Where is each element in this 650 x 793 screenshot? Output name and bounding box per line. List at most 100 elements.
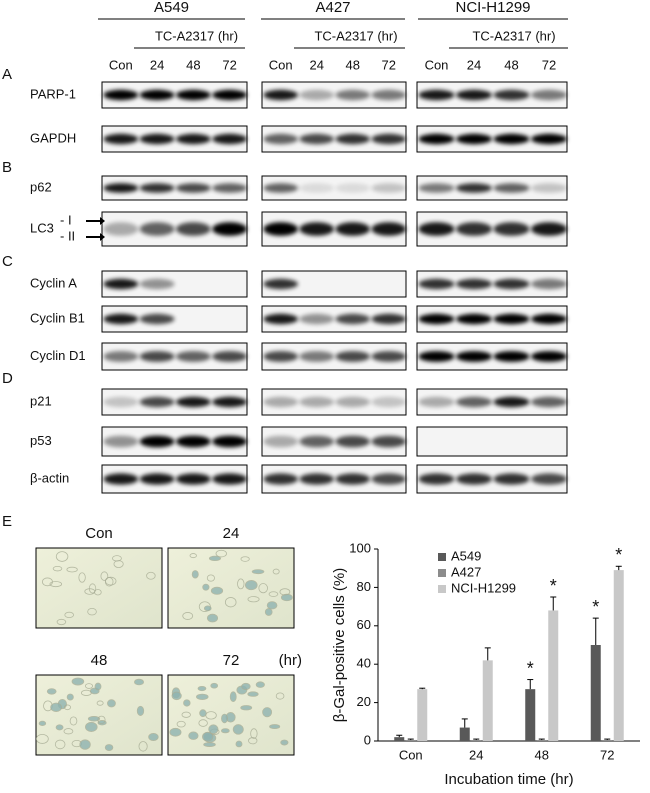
cell [66,566,78,573]
cell [205,711,217,720]
protein-label: GAPDH [30,130,76,145]
cell [176,720,186,728]
band [263,183,298,193]
legend-label: NCI-H1299 [451,580,516,595]
legend-swatch [438,553,446,561]
band [103,435,139,448]
lane-label: 72 [381,57,395,72]
panel-label: A [2,66,12,83]
band [175,351,211,362]
lane-label: 48 [345,57,359,72]
band [139,435,175,448]
band [263,473,298,485]
lane-label: Con [269,57,293,72]
lane-label: 72 [222,57,236,72]
band [175,396,211,408]
cell [63,704,71,711]
band [418,313,455,325]
protein-label: p53 [30,433,52,448]
band [335,313,370,325]
band [371,183,406,193]
band [531,89,567,101]
photo [35,547,163,629]
y-tick-label: 40 [357,656,371,671]
lane-label: 24 [150,57,164,72]
band [456,313,492,325]
treatment: TC-A2317 (hr) [472,28,555,43]
cell [104,744,114,751]
bar [602,740,613,741]
band [212,89,248,101]
bar [405,740,416,741]
band [263,278,298,290]
cell [244,580,258,591]
band [299,89,334,101]
band [335,351,370,362]
band [418,183,455,193]
band [456,183,492,193]
cell-line: A549 [154,0,189,16]
cell [241,682,251,690]
band [139,351,175,362]
cell [203,605,212,612]
x-tick-label: 24 [469,747,483,762]
cell [49,581,63,588]
band [456,278,492,290]
cell [35,733,49,744]
cell [280,593,293,602]
band [175,183,211,193]
cell [56,618,67,626]
cell [269,724,281,730]
lc3-form: - II [60,228,75,243]
band [139,222,175,236]
band [175,473,211,485]
cell [84,683,94,689]
band [493,222,530,236]
cell [94,682,102,691]
band [263,435,298,448]
cell [215,549,227,558]
blots: A549 TC-A2317 (hr) Con 24 48 72 A427 TC-A2317 (… [2,0,568,494]
lc3-form: - I [60,212,72,227]
band [531,396,567,408]
photos: E Con 24 48 72 (hr) [2,513,302,756]
cell [221,728,230,734]
panel-label: E [2,513,12,530]
band [103,133,139,145]
cell [84,588,96,595]
protein-label: p62 [30,179,52,194]
cell [247,691,259,697]
cell [196,693,209,700]
band [335,89,370,101]
cell [237,578,245,590]
cell [198,719,208,727]
band [299,473,334,485]
cell [266,601,278,610]
band [418,278,455,290]
band [103,278,139,290]
protein-label: Cyclin A [30,275,77,290]
significance: * [527,658,534,678]
cell [138,741,148,752]
band [139,278,175,290]
band [212,351,248,362]
significance: * [550,576,557,596]
band [493,133,530,145]
panel-label: D [2,370,13,387]
cell [105,576,117,586]
bar [394,737,405,741]
band [456,396,492,408]
cell [221,713,228,724]
band [456,89,492,101]
band [371,351,406,362]
bar [590,645,601,741]
cell [100,571,109,581]
band [299,435,334,448]
band [263,222,298,236]
band [531,313,567,325]
cell [146,571,156,580]
cell [79,739,91,750]
cell [97,715,106,725]
photo-label: 48 [91,652,108,669]
cell [134,678,145,686]
